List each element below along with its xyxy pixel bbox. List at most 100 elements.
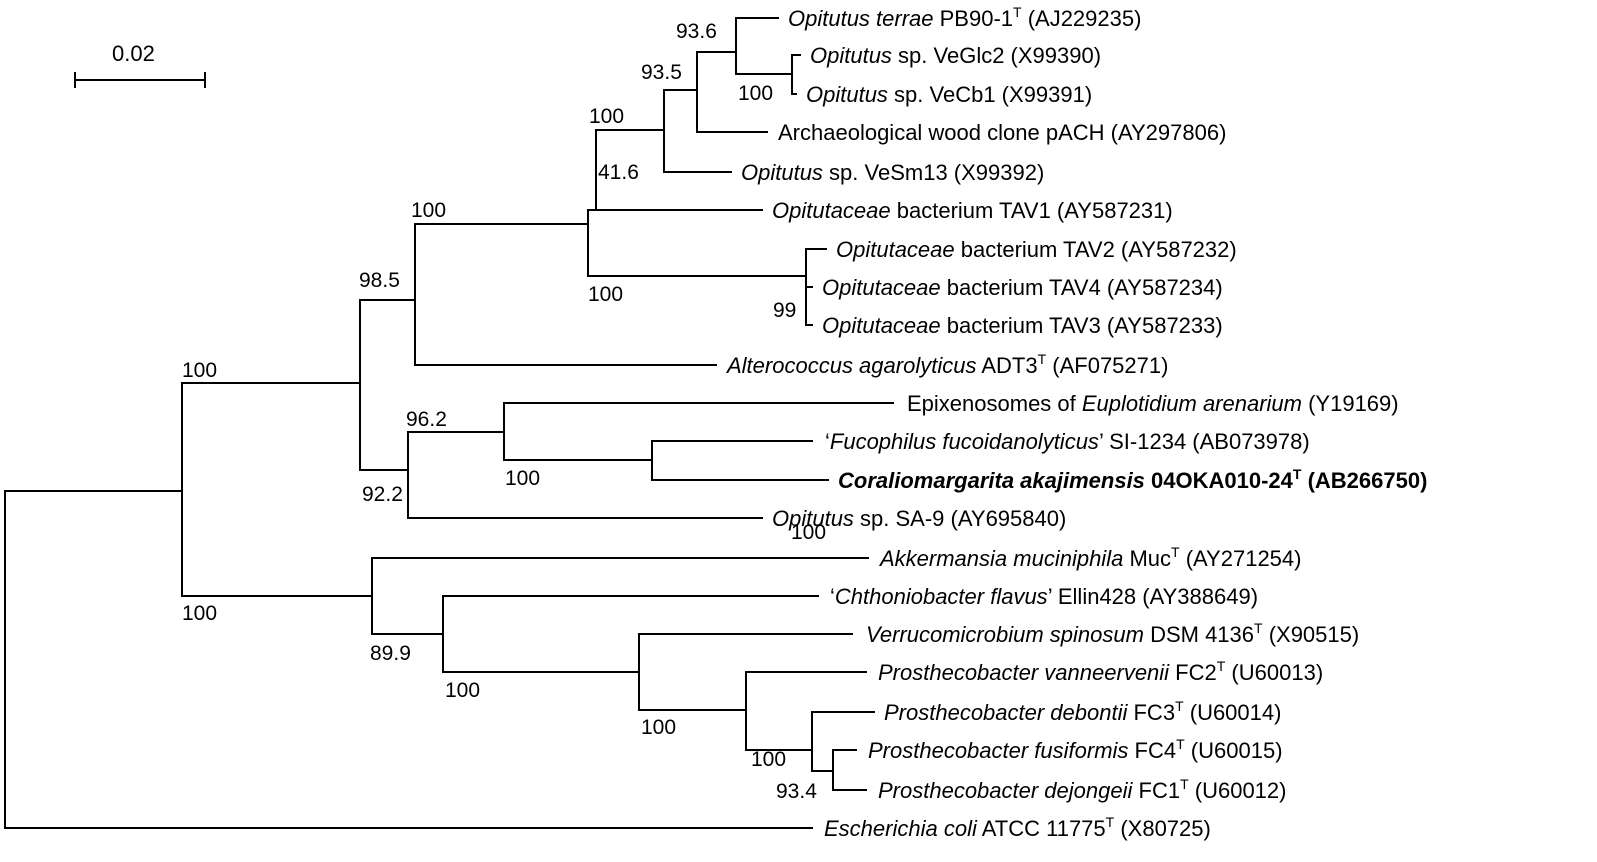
bootstrap-value: 100 [738,82,773,105]
taxon-label-segment: (X90515) [1263,622,1360,647]
taxon-label: Prosthecobacter vanneervenii FC2T (U6001… [878,658,1323,685]
type-strain-superscript: T [1176,736,1185,752]
type-strain-superscript: T [1180,776,1189,792]
taxon-label-segment: (AF075271) [1046,353,1168,378]
taxon-label-segment: (AB266750) [1301,468,1427,493]
taxon-label: Opitutus sp. VeSm13 (X99392) [741,160,1044,185]
bootstrap-values: 93.6 93.5 100 100 41.6 100 100 99 98.5 1… [182,20,826,803]
taxon-label-segment: FC2 [1169,660,1217,685]
taxon-label: ‘Fucophilus fucoidanolyticus’ SI-1234 (A… [825,429,1310,454]
taxon-label-segment: Opitutus [810,43,892,68]
bootstrap-value: 98.5 [359,269,400,292]
taxon-label-segment: ADT3 [976,353,1037,378]
bootstrap-value: 99 [773,299,796,322]
taxon-label-segment: Opitutus [741,160,823,185]
taxon-label-segment: Opitutaceae [822,275,941,300]
taxon-label-segment: (U60014) [1184,700,1282,725]
taxon-label: Coraliomargarita akajimensis 04OKA010-24… [838,466,1427,493]
type-strain-superscript: T [1013,4,1022,20]
bootstrap-value: 100 [182,359,217,382]
taxon-label-segment: Prosthecobacter debontii [884,700,1128,725]
taxon-label-segment: ’ SI-1234 (AB073978) [1099,429,1310,454]
taxon-label-segment: FC4 [1128,738,1176,763]
taxon-label-segment: Opitutus terrae [788,6,934,31]
bootstrap-value: 100 [588,283,623,306]
type-strain-superscript: T [1106,814,1115,830]
taxon-label-segment: Euplotidium arenarium [1082,391,1302,416]
taxon-label-segment: sp. VeGlc2 (X99390) [892,43,1101,68]
bootstrap-value: 92.2 [362,483,403,506]
bootstrap-value: 93.5 [641,61,682,84]
taxon-label: Opitutaceae bacterium TAV4 (AY587234) [822,275,1223,300]
taxon-label: Opitutaceae bacterium TAV2 (AY587232) [836,237,1237,262]
type-strain-superscript: T [1293,466,1302,482]
taxon-label-segment: ATCC 11775 [977,816,1106,841]
taxon-label-segment: Opitutaceae [836,237,955,262]
type-strain-superscript: T [1171,544,1180,560]
taxon-label-segment: (AJ229235) [1022,6,1142,31]
taxon-label: Epixenosomes of Euplotidium arenarium (Y… [907,391,1399,416]
taxon-label-segment: Verrucomicrobium spinosum [866,622,1144,647]
taxon-label-segment: (U60012) [1189,778,1287,803]
taxon-label-segment: Opitutus [806,82,888,107]
bootstrap-value: 100 [589,105,624,128]
taxon-label: Archaeological wood clone pACH (AY297806… [778,120,1226,145]
taxon-label-segment: Muc [1123,546,1171,571]
taxon-label-segment: Fucophilus fucoidanolyticus [830,429,1099,454]
taxon-label-segment: Chthoniobacter flavus [835,584,1048,609]
scale-bar-label: 0.02 [112,41,155,66]
scale-bar: 0.02 [74,41,206,88]
taxon-label-segment: PB90-1 [934,6,1014,31]
taxon-label-segment: bacterium TAV1 (AY587231) [891,198,1173,223]
bootstrap-value: 100 [505,467,540,490]
bootstrap-value: 100 [791,521,826,544]
taxon-label-segment: ‘ [825,429,830,454]
bootstrap-value: 89.9 [370,642,411,665]
bootstrap-value: 41.6 [598,161,639,184]
taxon-label: Akkermansia muciniphila MucT (AY271254) [878,544,1301,571]
taxon-label-segment: 04OKA010-24 [1145,468,1294,493]
taxon-label-segment: Escherichia coli [824,816,978,841]
taxon-label: Alterococcus agarolyticus ADT3T (AF07527… [725,351,1168,378]
taxon-label: Opitutus sp. VeGlc2 (X99390) [810,43,1101,68]
bootstrap-value: 96.2 [406,408,447,431]
taxon-label-segment: FC1 [1132,778,1180,803]
taxon-label: Prosthecobacter dejongeii FC1T (U60012) [878,776,1286,803]
taxon-label: Opitutus sp. SA-9 (AY695840) [772,506,1066,531]
taxon-label-segment: Prosthecobacter dejongeii [878,778,1133,803]
taxon-label: Prosthecobacter debontii FC3T (U60014) [884,698,1281,725]
taxon-label-segment: Coraliomargarita akajimensis [838,468,1145,493]
taxon-label: Opitutaceae bacterium TAV1 (AY587231) [772,198,1173,223]
taxon-label: Prosthecobacter fusiformis FC4T (U60015) [868,736,1283,763]
type-strain-superscript: T [1254,620,1263,636]
taxon-label-segment: bacterium TAV2 (AY587232) [955,237,1237,262]
taxon-label-segment: (U60015) [1185,738,1283,763]
taxon-label-segment: (Y19169) [1302,391,1399,416]
bootstrap-value: 100 [751,748,786,771]
bootstrap-value: 93.4 [776,780,817,803]
taxon-label: Opitutaceae bacterium TAV3 (AY587233) [822,313,1223,338]
bootstrap-value: 100 [411,199,446,222]
taxon-label: Escherichia coli ATCC 11775T (X80725) [824,814,1211,841]
taxon-label-segment: bacterium TAV3 (AY587233) [941,313,1223,338]
bootstrap-value: 100 [182,602,217,625]
tree-branches [4,17,894,829]
taxon-label-segment: (AY271254) [1180,546,1302,571]
taxon-labels: Opitutus terrae PB90-1T (AJ229235) Opitu… [725,4,1427,841]
taxon-label-segment: DSM 4136 [1144,622,1254,647]
taxon-label-segment: ‘ [830,584,835,609]
type-strain-superscript: T [1038,351,1047,367]
taxon-label-segment: (X80725) [1114,816,1211,841]
taxon-label-segment: Akkermansia muciniphila [878,546,1123,571]
taxon-label: ‘Chthoniobacter flavus’ Ellin428 (AY3886… [830,584,1258,609]
taxon-label: Opitutus terrae PB90-1T (AJ229235) [788,4,1141,31]
taxon-label-segment: Prosthecobacter fusiformis [868,738,1128,763]
taxon-label-segment: (U60013) [1225,660,1323,685]
bootstrap-value: 100 [445,679,480,702]
taxon-label: Opitutus sp. VeCb1 (X99391) [806,82,1092,107]
taxon-label-segment: Alterococcus agarolyticus [725,353,976,378]
taxon-label-segment: Archaeological wood clone pACH (AY297806… [778,120,1226,145]
taxon-label-segment: Opitutus [772,506,854,531]
taxon-label-segment: sp. VeSm13 (X99392) [823,160,1044,185]
